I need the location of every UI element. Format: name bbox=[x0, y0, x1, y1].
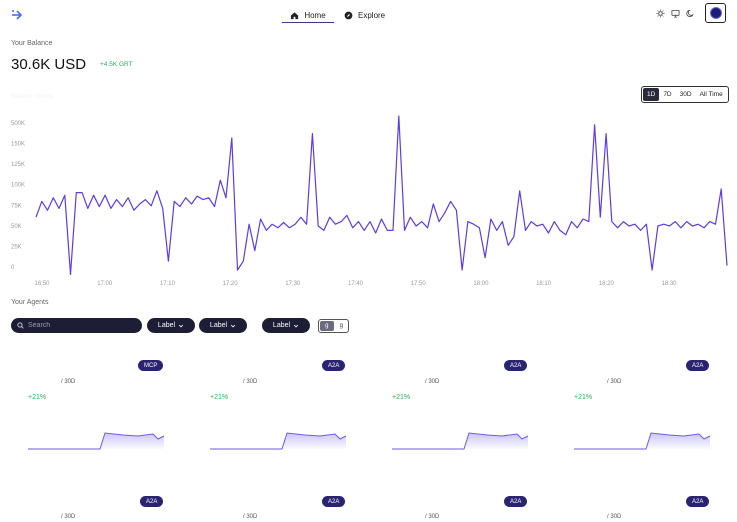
balance-series-line bbox=[35, 115, 728, 275]
agents-title: Your Agents bbox=[11, 299, 49, 306]
x-tick-label: 17:50 bbox=[411, 281, 427, 287]
range-30d[interactable]: 30D bbox=[679, 91, 692, 98]
y-tick-label: 500K bbox=[11, 121, 25, 127]
y-tick-label: 75K bbox=[11, 203, 22, 209]
agent-period: / 30D bbox=[425, 379, 440, 385]
range-7d[interactable]: 7D bbox=[663, 91, 672, 98]
filter-label: Label bbox=[272, 322, 291, 329]
x-tick-label: 18:30 bbox=[661, 281, 677, 287]
x-tick-label: 16:50 bbox=[34, 281, 50, 287]
time-range-selector: 1D 7D 30D All Time bbox=[641, 86, 729, 103]
agent-period: / 30D bbox=[243, 514, 258, 520]
agent-period: / 30D bbox=[243, 379, 258, 385]
active-tab-indicator bbox=[282, 22, 334, 23]
agent-period: / 30D bbox=[607, 514, 622, 520]
x-tick-label: 17:40 bbox=[348, 281, 364, 287]
chevron-down-icon bbox=[178, 324, 184, 327]
agent-type-badge: A2A bbox=[140, 496, 164, 507]
tab-home[interactable]: Home bbox=[283, 6, 333, 24]
view-toggle: g g bbox=[318, 319, 349, 333]
filter-label: Label bbox=[157, 322, 176, 329]
agent-growth: +21% bbox=[392, 394, 411, 401]
balance-delta: +4.5K GRT bbox=[100, 61, 133, 68]
balance-chart-svg: 500K 150K 125K 100K 75K 50K 25K 0 16:50 17:00 17:1… bbox=[11, 115, 728, 287]
x-tick-label: 17:30 bbox=[285, 281, 301, 287]
tab-explore[interactable]: Explore bbox=[344, 6, 385, 24]
agent-period: / 30D bbox=[425, 514, 440, 520]
agent-type-badge: A2A bbox=[686, 496, 710, 507]
agent-type-badge: A2A bbox=[504, 496, 528, 507]
agent-type-badge: MCP bbox=[138, 360, 164, 371]
moon-icon[interactable] bbox=[686, 9, 695, 18]
agent-sparkline bbox=[574, 432, 711, 450]
agent-growth: +21% bbox=[574, 394, 593, 401]
chevron-down-icon bbox=[230, 324, 236, 327]
x-tick-label: 18:20 bbox=[599, 281, 615, 287]
chart-label: Balance History bbox=[11, 94, 54, 100]
balance-label: Your Balance bbox=[11, 40, 53, 47]
agent-type-badge: A2A bbox=[322, 496, 346, 507]
compass-icon bbox=[344, 11, 353, 19]
y-tick-label: 50K bbox=[11, 224, 22, 230]
y-tick-label: 125K bbox=[11, 162, 25, 168]
agent-sparkline bbox=[210, 432, 347, 450]
balance-chart: 500K 150K 125K 100K 75K 50K 25K 0 16:50 17:00 17:1… bbox=[0, 112, 737, 292]
view-option-1[interactable]: g bbox=[320, 321, 334, 331]
agent-type-badge: A2A bbox=[686, 360, 710, 371]
filter-dropdown-3[interactable]: Label bbox=[262, 318, 310, 333]
x-tick-label: 17:10 bbox=[160, 281, 176, 287]
agent-type-badge: A2A bbox=[504, 360, 528, 371]
view-option-2[interactable]: g bbox=[339, 323, 343, 329]
filter-label: Label bbox=[209, 322, 228, 329]
range-1d[interactable]: 1D bbox=[643, 88, 660, 101]
agent-period: / 30D bbox=[607, 379, 622, 385]
x-tick-label: 17:20 bbox=[223, 281, 239, 287]
chevron-down-icon bbox=[293, 324, 299, 327]
y-tick-label: 25K bbox=[11, 244, 22, 250]
monitor-icon[interactable] bbox=[671, 9, 680, 18]
filter-dropdown-2[interactable]: Label bbox=[199, 318, 247, 333]
y-tick-label: 100K bbox=[11, 183, 25, 189]
sun-icon[interactable] bbox=[656, 9, 665, 18]
agent-growth: +21% bbox=[28, 394, 47, 401]
search-icon bbox=[17, 322, 24, 329]
range-all-time[interactable]: All Time bbox=[699, 91, 723, 98]
top-nav: Home Explore bbox=[0, 0, 737, 26]
y-tick-label: 150K bbox=[11, 142, 25, 148]
agent-search[interactable] bbox=[11, 318, 142, 333]
balance-value: 30.6K USD bbox=[11, 56, 87, 73]
y-tick-label: 0 bbox=[11, 265, 15, 271]
agent-growth: +21% bbox=[210, 394, 229, 401]
home-icon bbox=[291, 11, 299, 19]
logo-icon[interactable] bbox=[11, 9, 25, 21]
tab-explore-label: Explore bbox=[358, 10, 386, 20]
agent-period: / 30D bbox=[61, 514, 76, 520]
avatar bbox=[709, 7, 722, 19]
agent-sparkline bbox=[392, 432, 529, 450]
account-button[interactable] bbox=[705, 3, 726, 23]
filter-dropdown-1[interactable]: Label bbox=[147, 318, 195, 333]
search-input[interactable] bbox=[28, 322, 138, 329]
agent-sparkline bbox=[28, 432, 165, 450]
x-tick-label: 18:00 bbox=[473, 281, 489, 287]
agent-period: / 30D bbox=[61, 379, 76, 385]
agent-type-badge: A2A bbox=[322, 360, 346, 371]
tab-home-label: Home bbox=[304, 10, 326, 20]
x-tick-label: 17:00 bbox=[97, 281, 113, 287]
x-tick-label: 18:10 bbox=[536, 281, 552, 287]
